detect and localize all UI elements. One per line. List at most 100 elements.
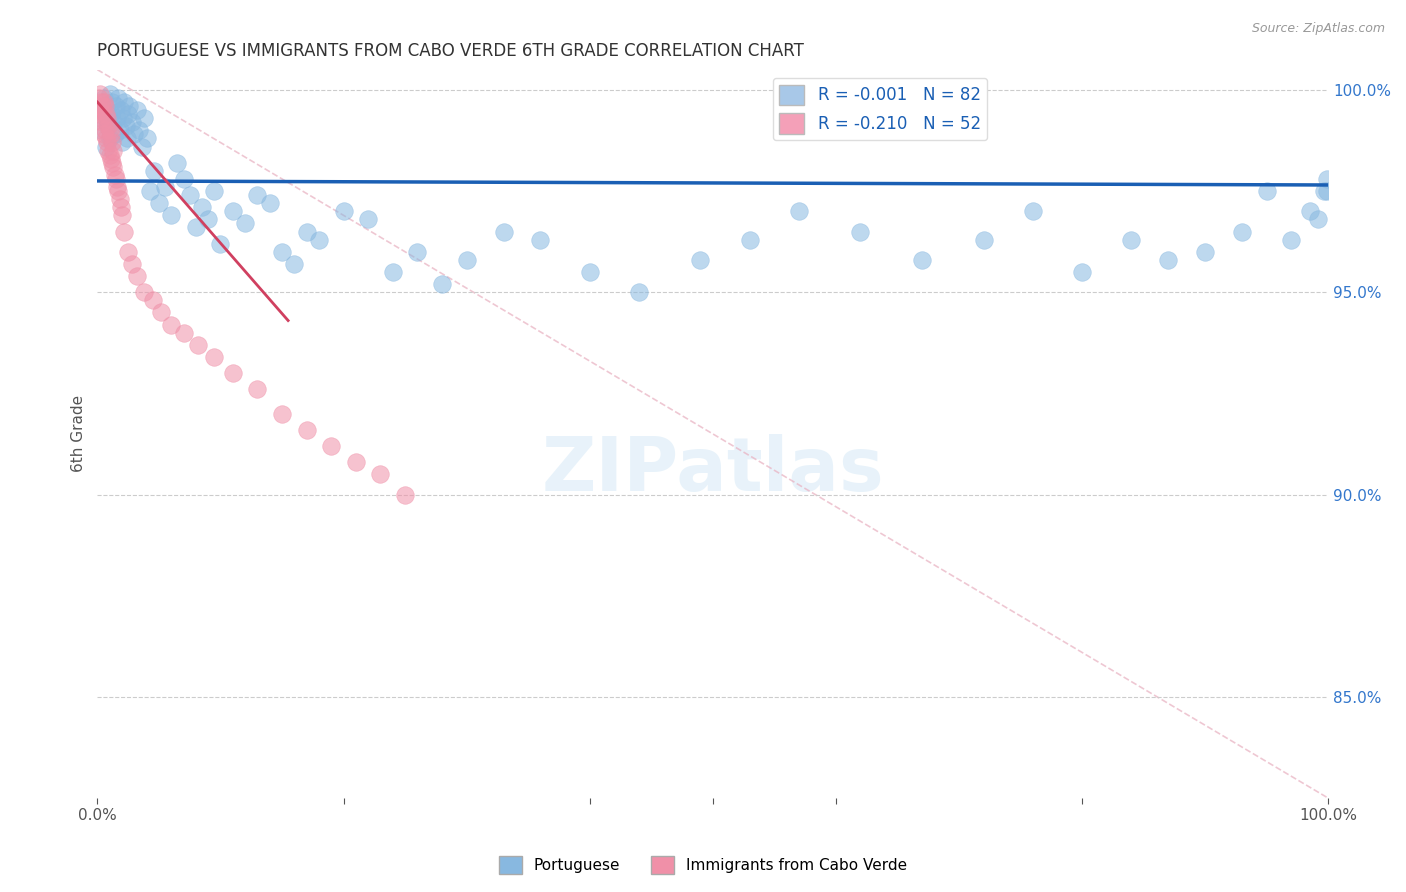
Point	[117, 107, 139, 121]
Point	[110, 103, 132, 117]
Point	[89, 103, 111, 117]
Legend: Portuguese, Immigrants from Cabo Verde: Portuguese, Immigrants from Cabo Verde	[492, 850, 914, 880]
Point	[105, 112, 128, 126]
Point	[271, 407, 294, 421]
Point	[103, 128, 125, 142]
Point	[1230, 225, 1253, 239]
Point	[142, 293, 165, 308]
Point	[344, 455, 367, 469]
Point	[93, 99, 115, 113]
Point	[627, 285, 650, 300]
Point	[94, 131, 117, 145]
Point	[1316, 184, 1339, 198]
Point	[101, 155, 124, 169]
Point	[93, 91, 115, 105]
Point	[143, 163, 166, 178]
Point	[222, 204, 245, 219]
Point	[160, 208, 183, 222]
Point	[357, 212, 380, 227]
Point	[406, 244, 429, 259]
Point	[233, 216, 256, 230]
Point	[191, 200, 214, 214]
Point	[98, 131, 121, 145]
Point	[973, 233, 995, 247]
Point	[96, 103, 118, 117]
Point	[209, 236, 232, 251]
Point	[492, 225, 515, 239]
Point	[96, 136, 118, 150]
Point	[97, 120, 120, 134]
Point	[87, 91, 110, 105]
Point	[128, 123, 150, 137]
Point	[105, 180, 128, 194]
Point	[295, 423, 318, 437]
Point	[179, 188, 201, 202]
Point	[101, 95, 124, 109]
Point	[125, 103, 148, 117]
Text: Source: ZipAtlas.com: Source: ZipAtlas.com	[1251, 22, 1385, 36]
Point	[94, 112, 117, 126]
Y-axis label: 6th Grade: 6th Grade	[72, 395, 86, 473]
Point	[153, 180, 176, 194]
Point	[283, 257, 305, 271]
Point	[332, 204, 354, 219]
Point	[108, 123, 131, 137]
Point	[259, 196, 281, 211]
Point	[529, 233, 551, 247]
Point	[115, 131, 138, 145]
Point	[160, 318, 183, 332]
Point	[370, 467, 392, 482]
Point	[98, 147, 121, 161]
Point	[117, 244, 139, 259]
Point	[202, 184, 225, 198]
Point	[94, 139, 117, 153]
Point	[911, 252, 934, 267]
Text: ZIPatlas: ZIPatlas	[541, 434, 884, 507]
Point	[104, 172, 127, 186]
Point	[112, 112, 135, 126]
Point	[100, 128, 122, 142]
Point	[94, 107, 117, 121]
Point	[93, 128, 115, 142]
Point	[103, 115, 125, 129]
Legend: R = -0.001   N = 82, R = -0.210   N = 52: R = -0.001 N = 82, R = -0.210 N = 52	[773, 78, 987, 140]
Point	[97, 120, 120, 134]
Point	[202, 350, 225, 364]
Point	[134, 112, 156, 126]
Point	[1316, 172, 1339, 186]
Point	[271, 244, 294, 259]
Point	[738, 233, 761, 247]
Point	[173, 172, 195, 186]
Point	[1022, 204, 1045, 219]
Point	[173, 326, 195, 340]
Point	[308, 233, 330, 247]
Point	[222, 366, 245, 380]
Point	[103, 168, 125, 182]
Point	[394, 487, 416, 501]
Point	[1194, 244, 1216, 259]
Point	[100, 152, 122, 166]
Point	[430, 277, 453, 292]
Point	[112, 225, 135, 239]
Point	[295, 225, 318, 239]
Point	[93, 99, 115, 113]
Point	[110, 200, 132, 214]
Point	[90, 123, 112, 137]
Point	[1121, 233, 1143, 247]
Point	[108, 192, 131, 206]
Point	[246, 188, 269, 202]
Point	[1279, 233, 1302, 247]
Point	[187, 338, 209, 352]
Point	[101, 136, 124, 150]
Point	[131, 139, 153, 153]
Point	[98, 87, 121, 101]
Point	[111, 136, 134, 150]
Point	[787, 204, 810, 219]
Point	[89, 87, 111, 101]
Point	[246, 382, 269, 396]
Point	[87, 107, 110, 121]
Point	[104, 99, 127, 113]
Point	[184, 220, 207, 235]
Point	[103, 160, 125, 174]
Point	[96, 112, 118, 126]
